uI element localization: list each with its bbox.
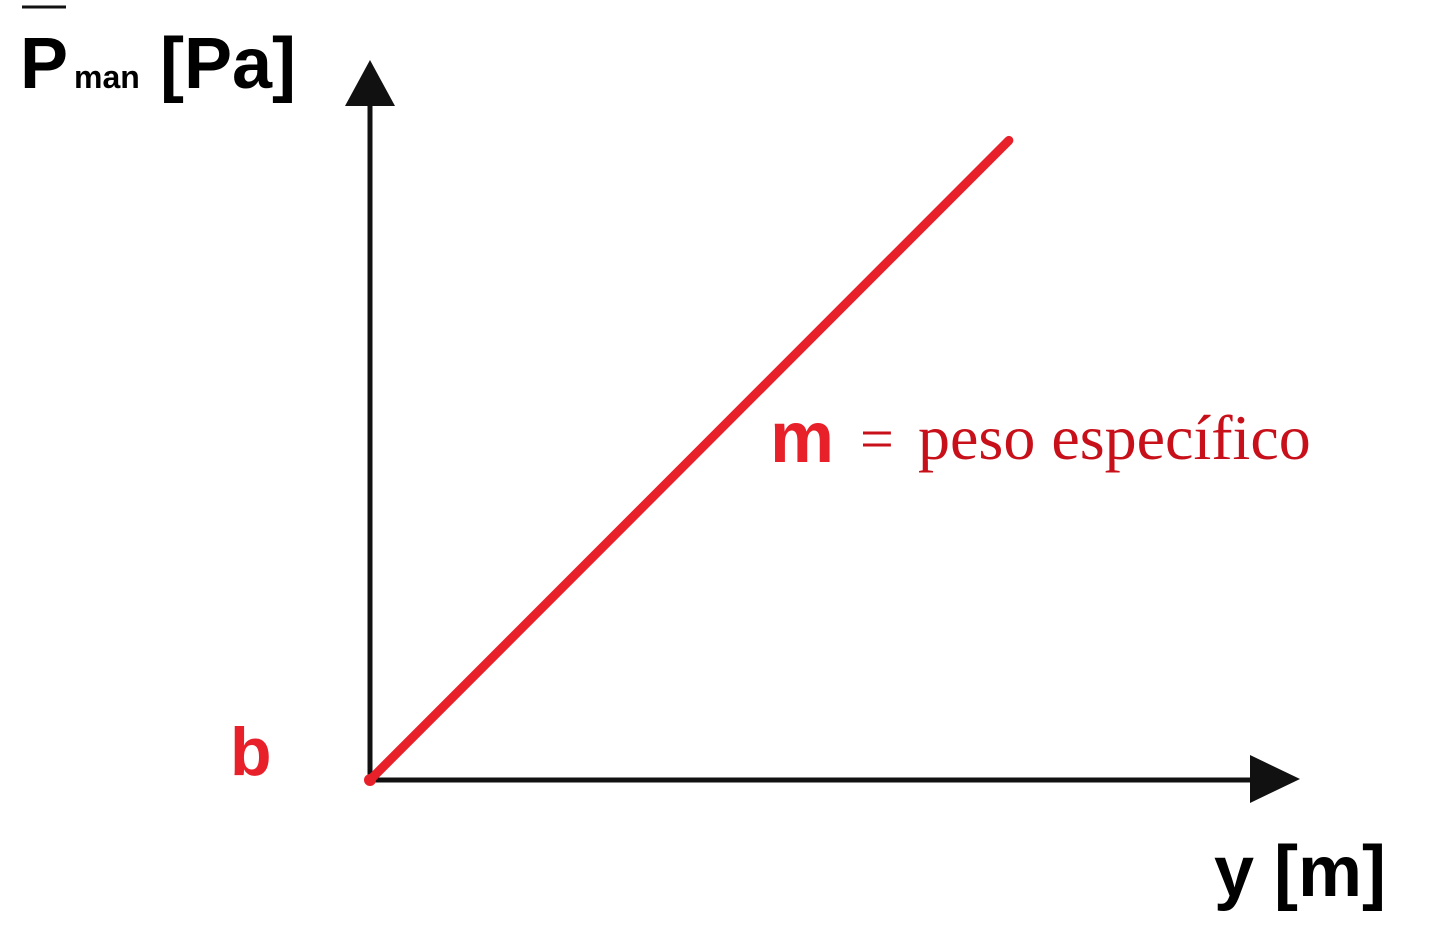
x-axis-label: y [m] [1214,832,1386,912]
y-axis-label: P man [Pa] [20,5,296,104]
slope-annotation: m = peso específico [770,398,1311,478]
x-axis-arrowhead [1250,755,1300,803]
axes [345,60,1300,803]
series-origin-point-0 [364,774,376,786]
y-axis-arrowhead [345,60,395,106]
slope-symbol: m [770,398,834,478]
slope-equals: = [860,406,894,472]
intercept-label: b [230,714,272,790]
slope-text: peso específico [918,402,1311,473]
y-label-main: P [20,24,68,104]
y-label-subscript: man [74,59,140,95]
series-group [364,135,1014,786]
y-label-unit: [Pa] [160,24,296,104]
series-line-0 [365,135,1014,785]
